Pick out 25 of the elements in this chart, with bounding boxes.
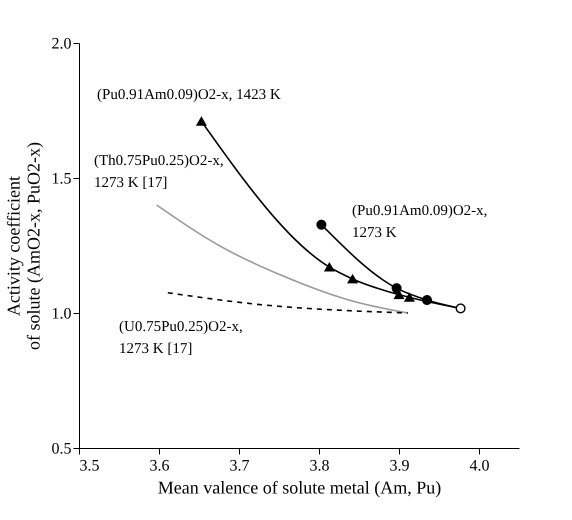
y-axis-title: Activity coefficient of solute (AmO2-x, PuO2-x) bbox=[4, 142, 44, 350]
point bbox=[394, 290, 404, 300]
y-tick-label: 2.0 bbox=[52, 36, 72, 52]
annotation: (U0.75Pu0.25)O2-x, 1273 K [17] bbox=[119, 319, 243, 357]
annotation: (Pu0.91Am0.09)O2-x, 1273 K bbox=[352, 203, 488, 241]
annotation: (Th0.75Pu0.25)O2-x, 1273 K [17] bbox=[94, 153, 224, 191]
y-tick-label: 1.5 bbox=[52, 170, 72, 188]
x-tick-label: 3.8 bbox=[310, 458, 330, 474]
x-tick-label: 3.6 bbox=[150, 458, 170, 474]
x-tick-label: 3.9 bbox=[390, 458, 410, 474]
point bbox=[316, 220, 326, 230]
y-tick-label: 0.5 bbox=[52, 440, 72, 458]
point bbox=[324, 262, 334, 272]
x-tick-label: 4.0 bbox=[470, 458, 490, 474]
point bbox=[456, 303, 466, 314]
x-tick-label: 3.7 bbox=[230, 458, 250, 474]
x-axis-title: Mean valence of solute metal (Am, Pu) bbox=[158, 478, 442, 498]
point bbox=[392, 283, 402, 294]
y-tick-label: 1.0 bbox=[52, 306, 72, 322]
point bbox=[422, 295, 432, 306]
point bbox=[196, 116, 206, 126]
point bbox=[348, 274, 358, 284]
point bbox=[404, 292, 414, 302]
annotation: (Pu0.91Am0.09)O2-x, 1423 K bbox=[97, 87, 281, 103]
x-tick-label: 3.5 bbox=[80, 458, 100, 474]
